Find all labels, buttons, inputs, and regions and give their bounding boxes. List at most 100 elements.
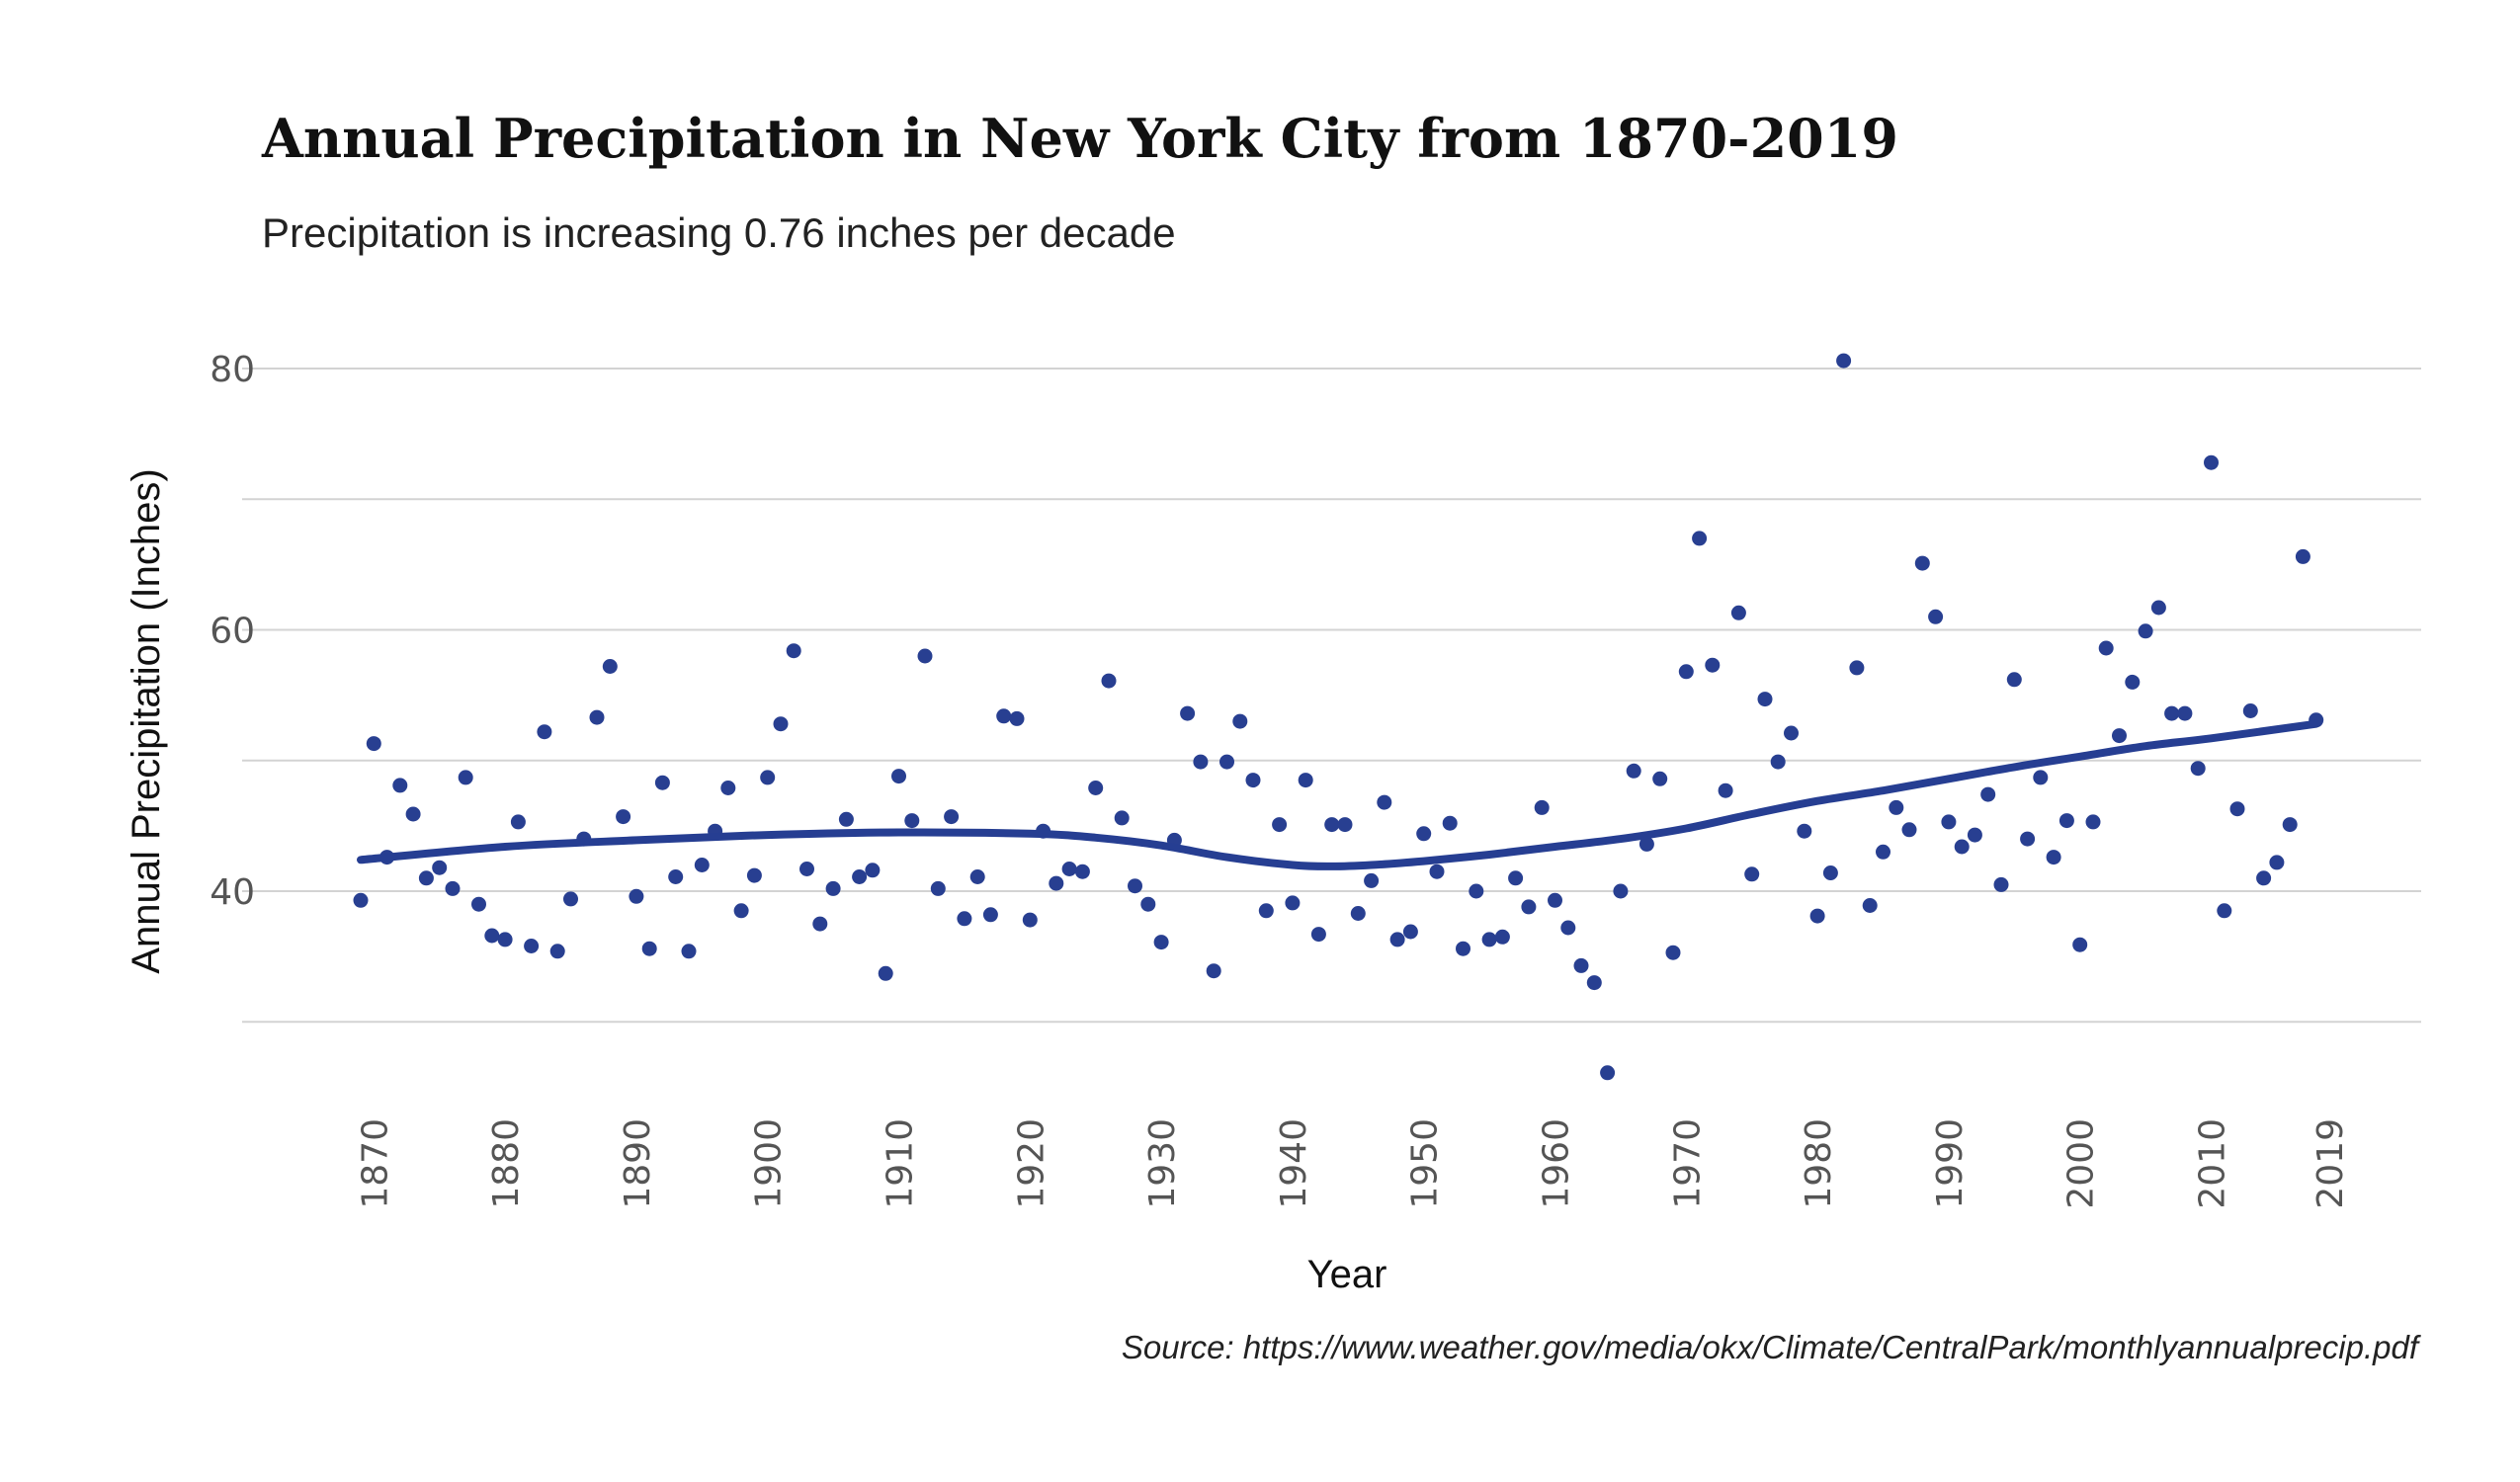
data-point xyxy=(641,941,657,956)
data-point xyxy=(1941,814,1957,830)
data-point xyxy=(1022,912,1038,928)
data-point xyxy=(1665,945,1681,960)
data-point xyxy=(733,903,749,919)
data-point xyxy=(668,869,684,884)
x-tick-label: 1880 xyxy=(486,1118,527,1209)
y-tick-label: 40 xyxy=(210,872,255,913)
data-point xyxy=(2256,870,2272,886)
data-point xyxy=(773,716,789,732)
y-axis-title: Annual Precipitation (Inches) xyxy=(125,468,168,973)
data-point xyxy=(1324,817,1340,833)
data-points xyxy=(353,353,2324,1081)
data-point xyxy=(366,736,381,752)
data-point xyxy=(2125,674,2141,690)
data-point xyxy=(865,863,881,878)
data-point xyxy=(510,814,526,830)
data-point xyxy=(1364,872,1380,888)
data-point xyxy=(353,892,369,908)
data-point xyxy=(2020,831,2036,847)
data-point xyxy=(720,781,736,795)
data-point xyxy=(1245,773,1261,788)
data-point xyxy=(2229,801,2245,817)
x-tick-label: 2010 xyxy=(2192,1118,2232,1209)
data-point xyxy=(418,870,434,886)
data-point xyxy=(1429,864,1445,879)
data-point xyxy=(1678,664,1694,680)
data-point xyxy=(1652,771,1668,786)
data-point xyxy=(2242,703,2258,718)
data-point xyxy=(1128,878,1142,894)
data-point xyxy=(1232,713,1248,729)
x-axis-title: Year xyxy=(1307,1253,1387,1296)
y-tick-label: 60 xyxy=(210,612,255,652)
x-tick-label: 2019 xyxy=(2310,1118,2351,1209)
data-point xyxy=(1560,920,1576,936)
data-point xyxy=(1692,531,1708,546)
x-tick-label: 1890 xyxy=(618,1118,658,1209)
data-point xyxy=(1101,673,1117,689)
data-point xyxy=(760,770,776,785)
data-point xyxy=(1377,794,1392,810)
x-tick-label: 2000 xyxy=(2061,1118,2102,1209)
data-point xyxy=(1954,839,1970,855)
data-point xyxy=(917,648,933,664)
data-point xyxy=(1534,799,1550,815)
source-caption: Source: https://www.weather.gov/media/ok… xyxy=(1121,1329,2418,1365)
data-point xyxy=(2295,548,2310,564)
data-point xyxy=(1849,660,1865,676)
data-point xyxy=(2177,705,2193,721)
chart-subtitle: Precipitation is increasing 0.76 inches … xyxy=(262,209,1176,256)
data-point xyxy=(1613,883,1629,899)
data-point xyxy=(1980,786,1996,802)
data-point xyxy=(1442,815,1458,831)
data-point xyxy=(681,944,697,959)
data-point xyxy=(1350,906,1366,921)
data-point xyxy=(1797,823,1812,839)
data-point xyxy=(982,907,998,923)
data-point xyxy=(1456,941,1470,956)
data-point xyxy=(458,770,473,785)
data-point xyxy=(930,880,946,896)
x-tick-label: 1910 xyxy=(880,1118,920,1209)
data-point xyxy=(1548,892,1562,908)
data-point xyxy=(1219,754,1234,770)
data-point xyxy=(616,809,631,825)
data-point xyxy=(392,778,408,793)
data-point xyxy=(2282,817,2298,833)
data-point xyxy=(2085,814,2101,830)
data-point xyxy=(1521,899,1537,915)
data-point xyxy=(1009,710,1025,726)
data-point xyxy=(2072,937,2088,952)
data-point xyxy=(432,860,448,875)
data-point xyxy=(602,659,618,674)
data-point xyxy=(1402,924,1418,940)
data-point xyxy=(2150,600,2166,616)
x-tick-label: 1990 xyxy=(1930,1118,1971,1209)
data-point xyxy=(1638,836,1654,852)
data-point xyxy=(1258,903,1274,919)
data-point xyxy=(838,811,854,827)
data-point xyxy=(904,813,920,829)
data-point xyxy=(1573,957,1589,973)
data-point xyxy=(1718,782,1733,798)
data-point xyxy=(1914,555,1930,571)
data-point xyxy=(1285,895,1301,911)
data-point xyxy=(1494,929,1510,945)
data-point xyxy=(1389,932,1405,947)
data-point xyxy=(471,896,486,912)
data-point xyxy=(1074,864,1090,879)
data-point xyxy=(694,858,710,872)
data-point xyxy=(1876,844,1890,860)
data-point xyxy=(2112,728,2127,744)
data-point xyxy=(996,708,1012,724)
data-point xyxy=(799,862,814,876)
data-point xyxy=(1705,657,1721,673)
data-point xyxy=(2204,454,2219,470)
data-point xyxy=(445,880,461,896)
data-point xyxy=(825,880,841,896)
data-point xyxy=(1730,605,1746,620)
data-point xyxy=(1140,896,1156,912)
data-point xyxy=(1770,754,1786,770)
data-point xyxy=(497,932,513,947)
data-point xyxy=(1337,817,1353,833)
